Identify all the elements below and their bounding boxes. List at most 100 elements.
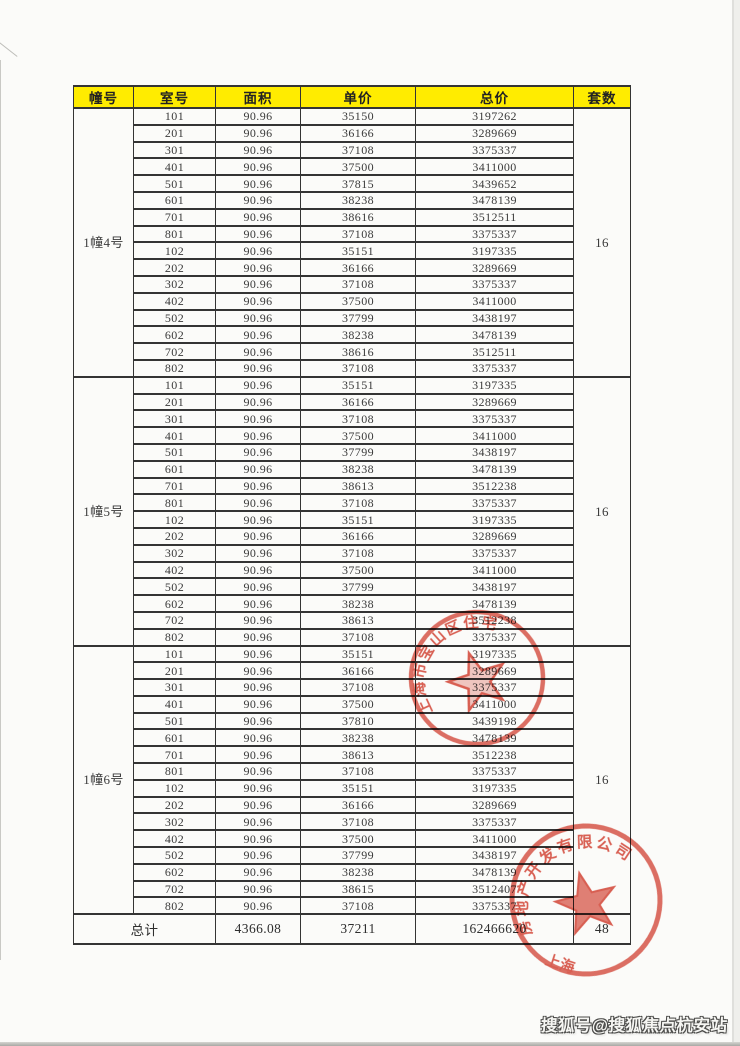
total-price-cell: 3375337: [415, 627, 574, 647]
area-cell: 90.96: [215, 510, 301, 529]
unit-price-cell: 37799: [300, 846, 416, 865]
total-price-cell: 3411000: [415, 157, 574, 177]
unit-price-cell: 36166: [300, 661, 416, 681]
total-price-cell: 3289669: [415, 661, 574, 681]
room-cell: 201: [133, 123, 216, 143]
room-cell: 302: [133, 543, 216, 563]
area-cell: 90.96: [215, 107, 301, 126]
table-row: 802 90.96 37108 3375337: [74, 896, 631, 916]
col-header-total-price: 总价: [415, 85, 574, 109]
room-cell: 502: [133, 846, 216, 865]
unit-price-cell: 37799: [300, 577, 416, 597]
total-price-cell: 3478139: [415, 594, 574, 613]
section-building-1-6: 1幢6号 101 90.96 35151 3197335 16 201 90.96 36166 3…: [73, 644, 631, 916]
unit-price-cell: 37108: [300, 493, 416, 513]
header-row: 幢号 室号 面积 单价 总价 套数: [73, 85, 631, 109]
table-row: 501 90.96 37799 3438197: [74, 442, 631, 462]
table-row: 601 90.96 38238 3478139: [74, 190, 631, 210]
unit-price-cell: 37500: [300, 829, 416, 849]
table-row: 302 90.96 37108 3375337: [74, 543, 631, 563]
area-cell: 90.96: [215, 678, 301, 697]
building-cell: 1幢6号: [73, 644, 134, 916]
unit-price-cell: 37108: [300, 543, 416, 563]
unit-price-cell: 35150: [300, 107, 416, 126]
area-cell: 90.96: [215, 392, 301, 412]
unit-price-cell: 37108: [300, 274, 416, 294]
unit-price-cell: 38613: [300, 476, 416, 496]
total-price-cell: 3197262: [415, 107, 574, 126]
table-row: 802 90.96 37108 3375337: [74, 358, 631, 378]
section-building-1-5: 1幢5号 101 90.96 35151 3197335 16 201 90.96 36166 3…: [73, 375, 631, 647]
total-price-cell: 3438197: [415, 442, 574, 462]
unit-price-cell: 38238: [300, 862, 416, 882]
unit-price-cell: 35151: [300, 375, 416, 395]
area-cell: 90.96: [215, 274, 301, 294]
total-price-cell: 3375337: [415, 543, 574, 563]
area-cell: 90.96: [215, 560, 301, 580]
room-cell: 801: [133, 224, 216, 244]
area-cell: 90.96: [215, 140, 301, 160]
total-price-cell: 3512511: [415, 342, 574, 361]
unit-price-cell: 37500: [300, 560, 416, 580]
area-cell: 90.96: [215, 207, 301, 227]
table-row: 701 90.96 38613 3512238: [74, 476, 631, 496]
unit-price-cell: 37108: [300, 678, 416, 697]
section-building-1-4: 1幢4号 101 90.96 35150 3197262 16 201 90.96 36166 3…: [73, 107, 631, 378]
area-cell: 90.96: [215, 594, 301, 613]
col-header-unit-count: 套数: [573, 85, 631, 109]
total-unit-count-cell: 48: [573, 913, 631, 946]
room-cell: 502: [133, 308, 216, 328]
table-row: 1幢5号 101 90.96 35151 3197335 16: [73, 375, 631, 647]
table-row: 401 90.96 37500 3411000: [74, 157, 631, 177]
total-label-cell: 总计: [73, 913, 216, 946]
area-cell: 90.96: [215, 627, 301, 647]
room-cell: 302: [133, 812, 216, 832]
area-cell: 90.96: [215, 493, 301, 513]
table-row: 302 90.96 37108 3375337: [74, 274, 631, 294]
table-row: 402 90.96 37500 3411000: [74, 829, 631, 849]
area-cell: 90.96: [215, 812, 301, 832]
unit-price-cell: 38615: [300, 879, 416, 899]
table-row: 602 90.96 38238 3478139: [74, 325, 631, 345]
scan-edge-line: [732, 0, 734, 1046]
total-price-cell: 3512238: [415, 610, 574, 630]
total-price-cell: 3512511: [415, 207, 574, 227]
unit-price-cell: 37799: [300, 308, 416, 328]
unit-price-cell: 37108: [300, 896, 416, 916]
unit-price-cell: 38616: [300, 342, 416, 361]
area-cell: 90.96: [215, 123, 301, 143]
unit-price-cell: 37108: [300, 224, 416, 244]
table-row: 201 90.96 36166 3289669: [74, 123, 631, 143]
scan-scratch-artifact: [0, 40, 18, 57]
room-cell: 501: [133, 442, 216, 462]
area-cell: 90.96: [215, 426, 301, 445]
area-cell: 90.96: [215, 896, 301, 916]
total-price-cell: 3478139: [415, 862, 574, 882]
watermark-text: 搜狐号@搜狐焦点杭安站: [540, 1017, 728, 1035]
room-cell: 202: [133, 795, 216, 815]
room-cell: 101: [133, 107, 216, 126]
table-row: 202 90.96 36166 3289669: [74, 795, 631, 815]
room-cell: 101: [133, 375, 216, 395]
room-cell: 601: [133, 459, 216, 479]
total-price-cell: 3478139: [415, 190, 574, 210]
room-cell: 602: [133, 862, 216, 882]
unit-count-cell: 16: [573, 375, 631, 647]
area-cell: 90.96: [215, 610, 301, 630]
table-row: 102 90.96 35151 3197335: [74, 241, 631, 261]
room-cell: 502: [133, 577, 216, 597]
unit-price-cell: 35151: [300, 510, 416, 529]
room-cell: 701: [133, 207, 216, 227]
table-row: 201 90.96 36166 3289669: [74, 392, 631, 412]
table-row: 702 90.96 38615 3512407: [74, 879, 631, 899]
table-row: 502 90.96 37799 3438197: [74, 308, 631, 328]
unit-price-cell: 37108: [300, 140, 416, 160]
total-price-cell: 3289669: [415, 795, 574, 815]
total-price-cell: 3375337: [415, 274, 574, 294]
table-row: 801 90.96 37108 3375337: [74, 762, 631, 781]
room-cell: 402: [133, 560, 216, 580]
area-cell: 90.96: [215, 862, 301, 882]
table-row: 201 90.96 36166 3289669: [74, 661, 631, 681]
table-row: 701 90.96 38613 3512238: [74, 745, 631, 765]
